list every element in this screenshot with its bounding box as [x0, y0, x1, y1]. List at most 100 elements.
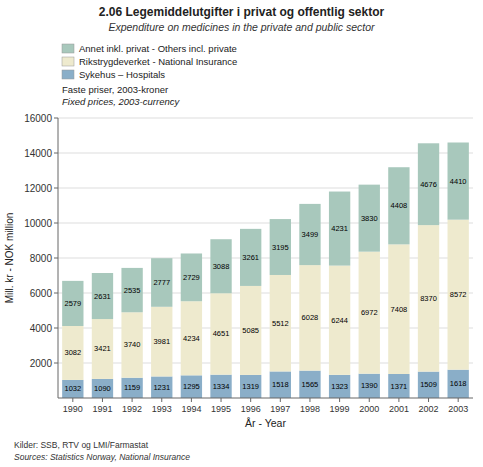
y-tick-label: 16000: [24, 113, 52, 124]
x-tick-label: 1993: [152, 404, 172, 414]
x-axis-line: [58, 398, 473, 399]
bar: [181, 301, 202, 375]
legend-swatch: [62, 70, 74, 79]
y-tick-label: 2000: [30, 358, 53, 369]
x-tick: [221, 398, 222, 402]
legend-label: Annet inkl. privat - Others incl. privat…: [79, 43, 237, 54]
x-tick: [339, 398, 340, 402]
x-tick: [458, 398, 459, 402]
data-label: 1390: [361, 381, 378, 390]
x-tick-label: 1999: [330, 404, 350, 414]
x-tick: [309, 398, 310, 402]
x-tick: [72, 398, 73, 402]
bar: [62, 326, 83, 380]
data-label: 3830: [361, 214, 378, 223]
data-label: 6244: [331, 316, 348, 325]
bar: [62, 380, 83, 398]
subtitle: Expenditure on medicines in the private …: [108, 21, 375, 33]
data-label: 3421: [94, 344, 111, 353]
data-label: 3499: [302, 230, 319, 239]
bar: [181, 253, 202, 301]
data-label: 1518: [272, 380, 289, 389]
y-tick: [54, 363, 58, 364]
legend-label: Rikstrygdeverket - National Insurance: [79, 56, 237, 67]
bar: [270, 371, 291, 398]
bar: [210, 239, 231, 293]
data-label: 3195: [272, 243, 289, 252]
grid-line: [58, 118, 473, 119]
bar: [121, 268, 142, 312]
data-label: 2579: [64, 299, 81, 308]
bar: [210, 293, 231, 374]
data-label: 1295: [183, 382, 200, 391]
bar: [359, 185, 380, 252]
x-axis-label: År - Year: [245, 417, 286, 429]
data-label: 8572: [450, 290, 467, 299]
data-label: 1618: [450, 379, 467, 388]
bar: [299, 265, 320, 370]
x-tick: [398, 398, 399, 402]
x-tick-label: 1990: [63, 404, 83, 414]
bar: [121, 312, 142, 377]
data-label: 1231: [153, 383, 170, 392]
bar: [92, 319, 113, 379]
x-tick-label: 1998: [300, 404, 320, 414]
y-tick: [54, 258, 58, 259]
bar: [151, 258, 172, 307]
y-tick: [54, 188, 58, 189]
x-tick: [250, 398, 251, 402]
bar: [329, 192, 350, 266]
data-label: 1565: [302, 380, 319, 389]
x-tick: [161, 398, 162, 402]
bar: [299, 371, 320, 398]
y-tick: [54, 328, 58, 329]
source: Sources: Statistics Norway, National Ins…: [14, 452, 190, 462]
data-label: 2535: [124, 286, 141, 295]
x-tick-label: 2003: [448, 404, 468, 414]
y-tick: [54, 223, 58, 224]
legend-swatch: [62, 57, 74, 66]
bar: [240, 375, 261, 398]
bar: [151, 307, 172, 377]
x-tick-label: 1994: [181, 404, 201, 414]
bar: [448, 143, 469, 220]
legend-swatch: [62, 44, 74, 53]
data-label: 6972: [361, 308, 378, 317]
y-tick-label: 14000: [24, 148, 52, 159]
y-tick-label: 8000: [30, 253, 53, 264]
bar: [418, 143, 439, 225]
grid-line: [58, 153, 473, 154]
x-tick: [280, 398, 281, 402]
legend-label: Sykehus – Hospitals: [79, 69, 165, 80]
data-label: 7408: [391, 305, 408, 314]
data-label: 2631: [94, 292, 111, 301]
y-tick: [54, 153, 58, 154]
bar: [388, 244, 409, 374]
bar: [181, 375, 202, 398]
source: Kilder: SSB, RTV og LMI/Farmastat: [14, 440, 149, 450]
bar: [151, 376, 172, 398]
bar: [210, 375, 231, 398]
x-tick-label: 2002: [419, 404, 439, 414]
data-labels: 1032308225791090342126311159374025351231…: [64, 177, 466, 394]
data-label: 2777: [153, 278, 170, 287]
bar: [240, 286, 261, 375]
x-tick: [132, 398, 133, 402]
x-tick-label: 1991: [92, 404, 112, 414]
bar: [299, 204, 320, 265]
data-label: 3981: [153, 337, 170, 346]
note: Faste priser, 2003-kroner: [62, 84, 168, 95]
bar: [270, 219, 291, 275]
data-label: 4408: [391, 201, 408, 210]
bar: [448, 220, 469, 370]
bar: [121, 378, 142, 398]
grid: [58, 118, 473, 363]
data-label: 1323: [331, 382, 348, 391]
data-label: 3082: [64, 348, 81, 357]
data-label: 1334: [213, 382, 230, 391]
bar: [240, 229, 261, 286]
y-tick-label: 4000: [30, 323, 53, 334]
data-label: 3740: [124, 340, 141, 349]
bar: [329, 266, 350, 375]
grid-line: [58, 188, 473, 189]
